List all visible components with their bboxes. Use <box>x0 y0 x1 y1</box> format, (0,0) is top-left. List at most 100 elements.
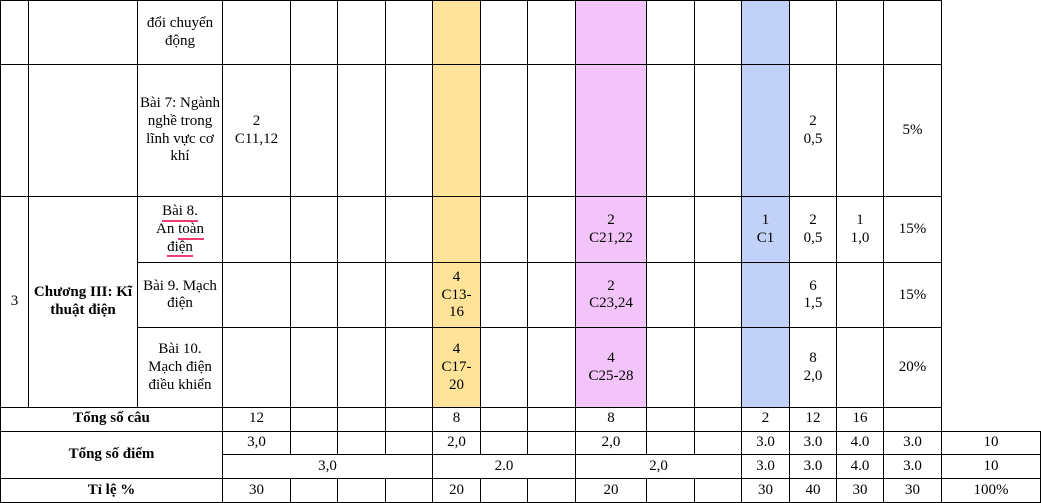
cell-r5-blue <box>741 327 790 408</box>
cell-r2-pink <box>575 64 647 198</box>
total-points-l1-c6 <box>337 430 386 456</box>
cell-r2-c10 <box>527 64 576 198</box>
r3-blue-code: C1 <box>756 229 775 246</box>
percentage-c12 <box>646 478 695 503</box>
r3-blue-count: 1 <box>761 212 770 229</box>
total-points-l2-col11: 3.0 <box>741 454 790 480</box>
cell-r1-c4 <box>222 0 291 66</box>
cell-r2-score: 2 0,5 <box>789 64 837 198</box>
r3-pink-count: 2 <box>607 212 615 229</box>
percentage-c13 <box>694 478 742 503</box>
cell-r1-c17 <box>883 0 942 66</box>
cell-lesson-bai-7: Bài 7: Ngành nghề trong lĩnh vực cơ khí <box>137 64 223 198</box>
total-points-l1-c9 <box>480 430 528 456</box>
cell-r5-orange: 4 C17-20 <box>432 327 481 408</box>
total-points-l1-c7 <box>385 430 433 456</box>
r2-score-count: 2 <box>809 112 817 129</box>
label-total-points: Tổng số điểm <box>0 430 223 480</box>
cell-index-empty <box>0 0 29 66</box>
table-row-total-points-line2: 3,0 2.0 2,0 3.0 3.0 4.0 3.0 10 <box>1 454 1041 480</box>
cell-chapter-empty <box>28 0 138 66</box>
r3-score-value: 0,5 <box>803 229 823 246</box>
table-row-percentage: Tỉ lệ % 30 20 20 30 40 30 30 100% <box>0 478 1041 503</box>
cell-r2-c16 <box>836 64 884 198</box>
cell-r3-c4 <box>222 196 291 264</box>
r5-orange-code: C17-20 <box>441 358 472 393</box>
percentage-col11: 30 <box>741 478 790 503</box>
table-row-bai-7: Bài 7: Ngành nghề trong lĩnh vực cơ khí … <box>0 64 1041 198</box>
cell-chapter-empty-2 <box>28 64 138 198</box>
r4-orange-count: 4 <box>452 268 461 285</box>
cell-r5-c4 <box>222 327 291 408</box>
lesson-bai-8-dien: điện <box>167 238 193 257</box>
percentage-col14: 30 <box>883 478 942 503</box>
total-points-l1-col8: 2,0 <box>575 430 647 456</box>
total-questions-c10 <box>527 406 576 432</box>
cell-r3-score2: 1 1,0 <box>836 196 884 264</box>
total-points-l2-group3: 2,0 <box>575 454 742 480</box>
cell-r3-blue: 1 C1 <box>741 196 790 264</box>
cell-r4-c5 <box>290 262 338 329</box>
cell-r2-knowledge-count: 2 C11,12 <box>222 64 291 198</box>
cell-r4-c10 <box>527 262 576 329</box>
cell-r3-c5 <box>290 196 338 264</box>
table-row-total-points-line1: Tổng số điểm 3,0 2,0 2,0 3.0 3.0 4.0 3.0… <box>0 430 1041 480</box>
cell-r4-pink: 2 C23,24 <box>575 262 647 329</box>
percentage-c9 <box>480 478 528 503</box>
cell-r4-c12 <box>646 262 695 329</box>
cell-r3-orange <box>432 196 481 264</box>
cell-r3-percent: 15% <box>883 196 942 264</box>
r3-score-count: 2 <box>809 212 817 229</box>
percentage-col8: 20 <box>575 478 647 503</box>
cell-r1-c13 <box>694 0 742 66</box>
total-questions-c13 <box>694 406 742 432</box>
total-points-l1-c12 <box>646 430 695 456</box>
r2-score-value: 0,5 <box>803 130 823 147</box>
total-points-l1-col5: 2,0 <box>432 430 481 456</box>
label-total-questions: Tổng số câu <box>0 406 223 432</box>
cell-r2-c9 <box>480 64 528 198</box>
cell-r3-c13 <box>694 196 742 264</box>
total-points-l1-col12: 3.0 <box>789 430 837 456</box>
cell-r2-c7 <box>385 64 433 198</box>
cell-r1-c9 <box>480 0 528 66</box>
cell-r1-pink <box>575 0 647 66</box>
percentage-col13: 30 <box>836 478 884 503</box>
lesson-bai-8-an: An <box>156 220 179 237</box>
cell-r1-c7 <box>385 0 433 66</box>
r4-score-value: 1,5 <box>803 295 823 312</box>
cell-r2-c13 <box>694 64 742 198</box>
percentage-c10 <box>527 478 576 503</box>
cell-r2-c6 <box>337 64 386 198</box>
r2-code: C11,12 <box>234 130 279 147</box>
percentage-col12: 40 <box>789 478 837 503</box>
cell-r3-c9 <box>480 196 528 264</box>
total-points-l1-col13: 4.0 <box>836 430 884 456</box>
cell-r5-pink: 4 C25-28 <box>575 327 647 408</box>
cell-r1-c10 <box>527 0 576 66</box>
table-row-bai-8: 3 Chương III: Kĩ thuật điện Bài 8. An toà… <box>0 196 1041 408</box>
total-questions-col1: 12 <box>222 406 291 432</box>
lesson-bai-8-prefix: Bài 8. <box>162 203 198 222</box>
cell-r3-c6 <box>337 196 386 264</box>
cell-r3-c12 <box>646 196 695 264</box>
total-questions-c5 <box>290 406 338 432</box>
table-row-total-questions: Tổng số câu 12 8 8 2 12 16 <box>0 406 1041 432</box>
cell-chapter-index: 3 <box>0 196 29 408</box>
total-questions-col13: 16 <box>836 406 884 432</box>
percentage-c5 <box>290 478 338 503</box>
total-points-l1-c5 <box>290 430 338 456</box>
cell-r5-c5 <box>290 327 338 408</box>
total-questions-col5: 8 <box>432 406 481 432</box>
cell-r2-percent: 5% <box>883 64 942 198</box>
percentage-c6 <box>337 478 386 503</box>
total-questions-col12: 12 <box>789 406 837 432</box>
r5-score-count: 8 <box>809 349 817 366</box>
total-points-l1-c13 <box>694 430 742 456</box>
cell-r4-blue <box>741 262 790 329</box>
total-questions-col15 <box>883 406 942 432</box>
total-points-l2-group2: 2.0 <box>432 454 576 480</box>
cell-r1-c6 <box>337 0 386 66</box>
label-percentage: Tỉ lệ % <box>0 478 223 503</box>
r3-score2-value: 1,0 <box>850 229 870 246</box>
